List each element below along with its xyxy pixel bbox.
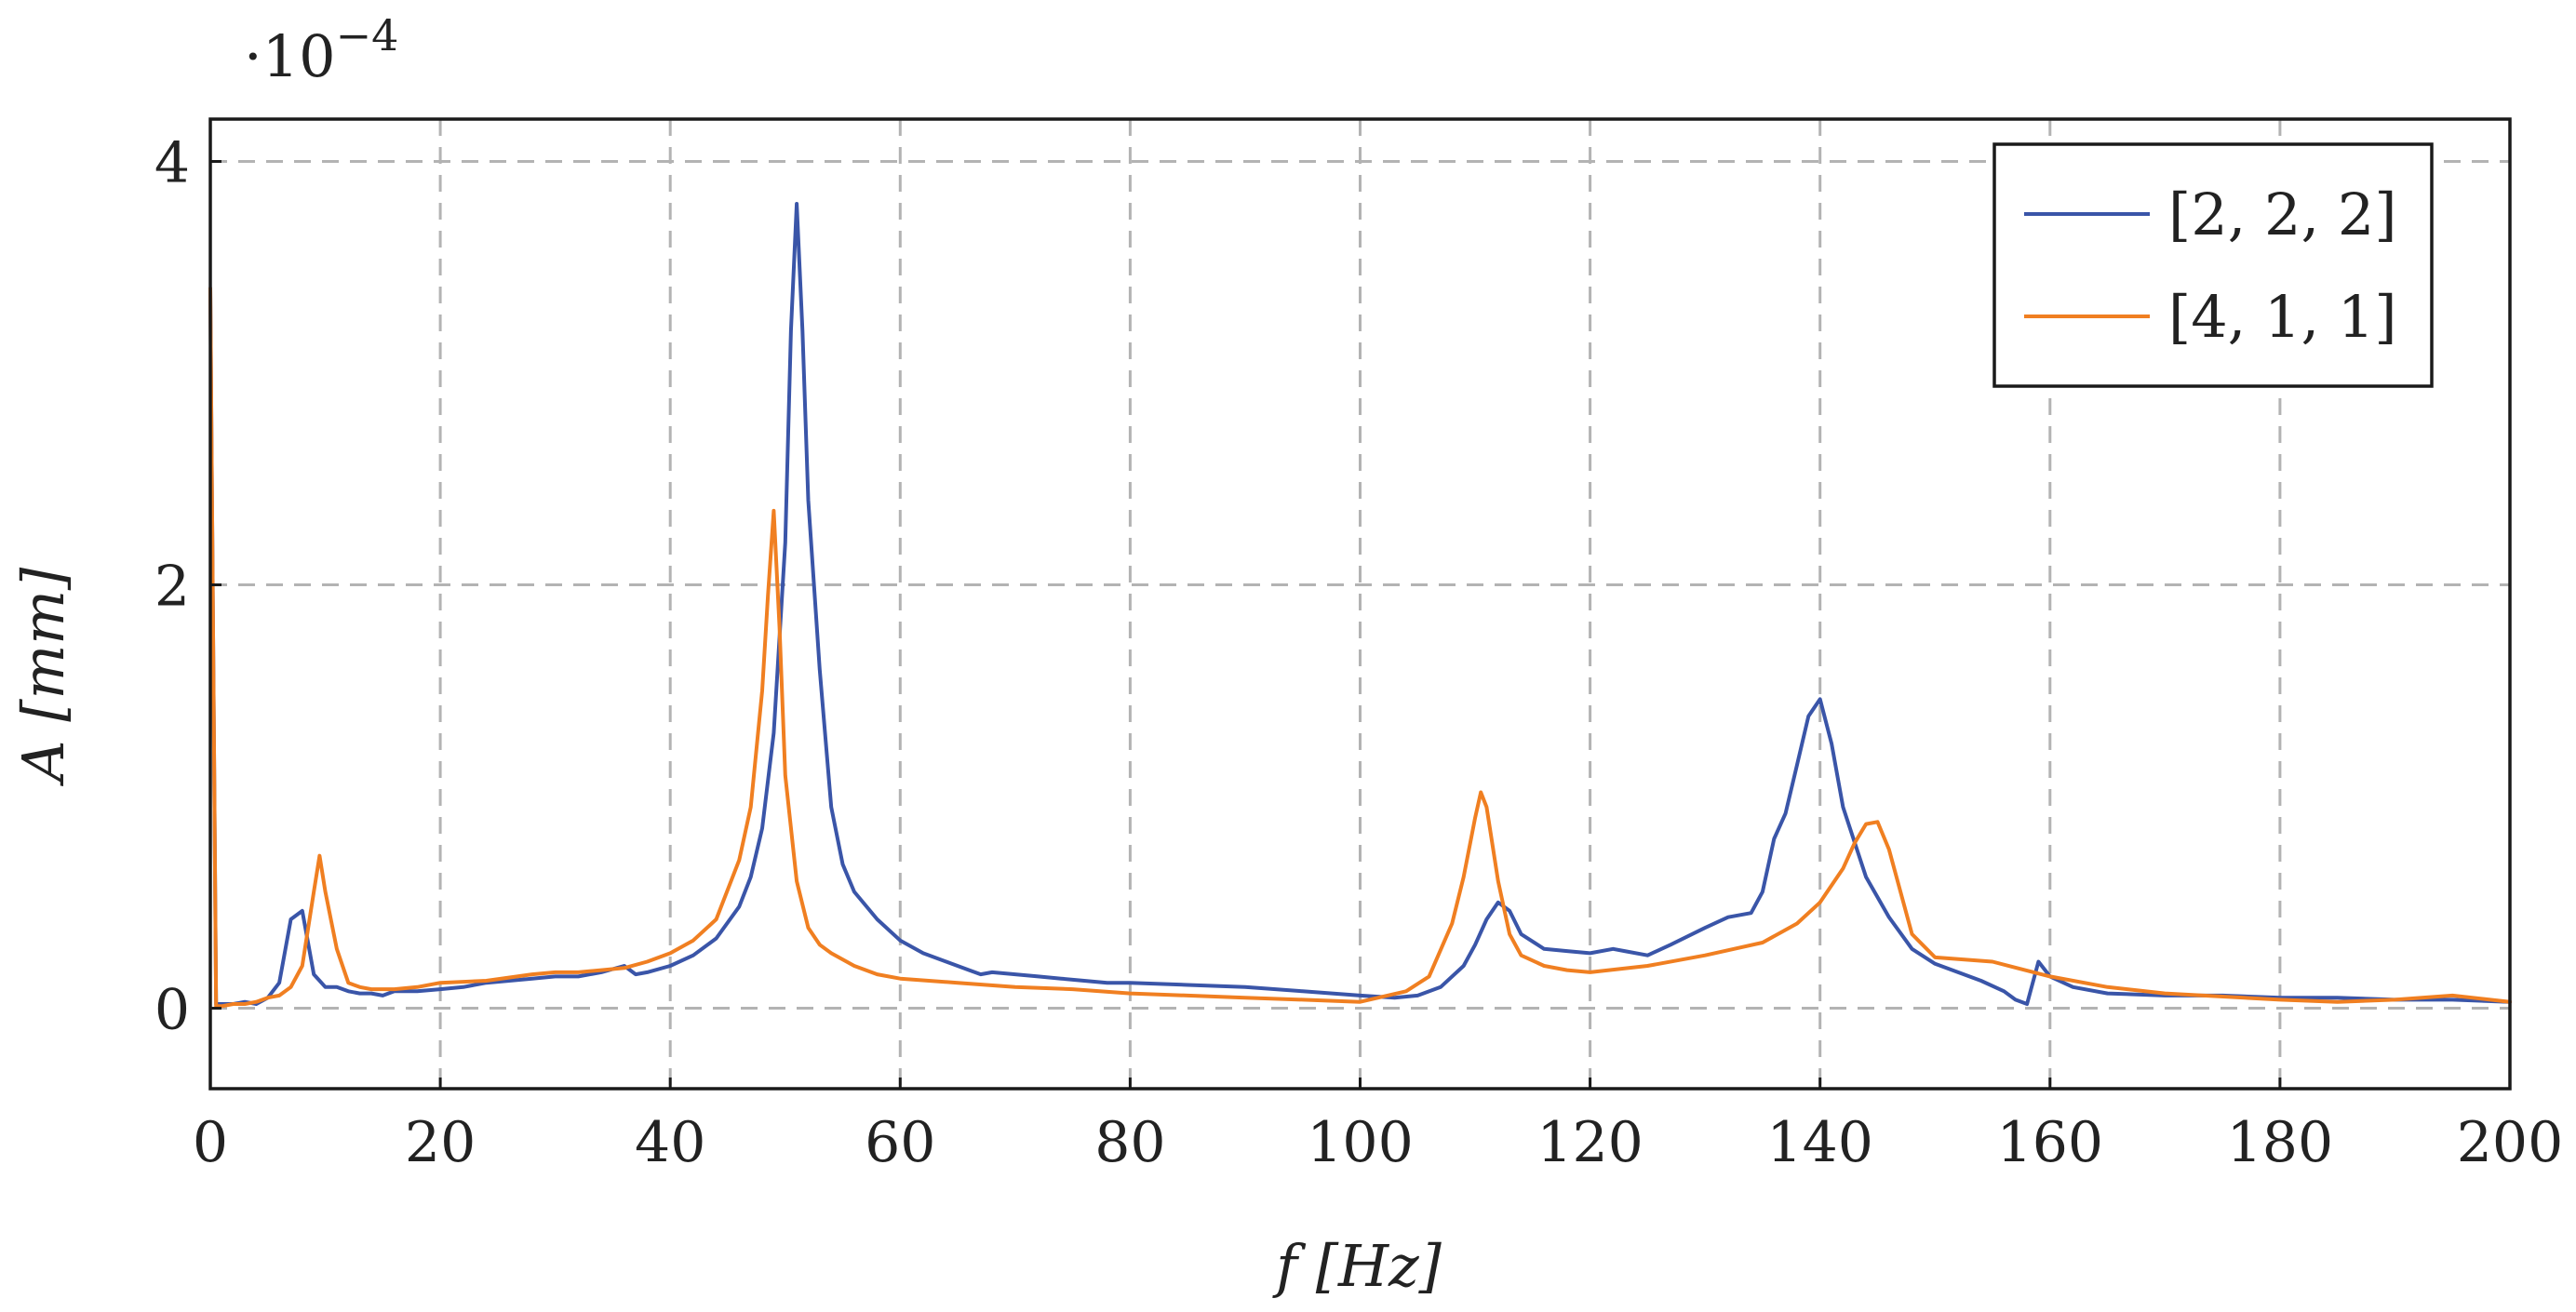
x-tick-label: 200 [2457,1110,2564,1175]
y-multiplier-exponent: −4 [336,10,399,60]
y-tick-label: 4 [154,131,190,196]
y-tick-label: 2 [154,555,190,620]
x-tick-label: 160 [1997,1110,2104,1175]
legend: [2, 2, 2] [4, 1, 1] [1992,142,2434,388]
legend-label-series-1: [2, 2, 2] [2168,181,2397,248]
y-multiplier-base: ·10 [244,22,336,90]
x-tick-label: 180 [2227,1110,2334,1175]
legend-label-series-2: [4, 1, 1] [2168,283,2397,351]
x-tick-label: 140 [1766,1110,1873,1175]
x-tick-label: 20 [405,1110,476,1175]
tick-labels: 0 20 40 60 80 100 120 140 160 180 200 0 2 4 [154,131,2563,1175]
grid [210,119,2510,1089]
y-tick-label: 0 [154,978,190,1043]
legend-box [1992,142,2434,388]
x-tick-label: 80 [1094,1110,1165,1175]
series-line-1 [208,202,2512,1006]
y-axis-title: A [mm] [9,567,77,786]
x-tick-label: 40 [635,1110,705,1175]
x-tick-label: 60 [865,1110,935,1175]
x-tick-label: 120 [1536,1110,1644,1175]
x-tick-label: 0 [193,1110,228,1175]
y-axis-multiplier: ·10−4 [244,10,398,90]
series-line-2 [208,287,2512,1009]
x-axis-title: f [Hz] [1272,1232,1442,1300]
series-layer [208,202,2512,1009]
x-tick-label: 100 [1307,1110,1414,1175]
